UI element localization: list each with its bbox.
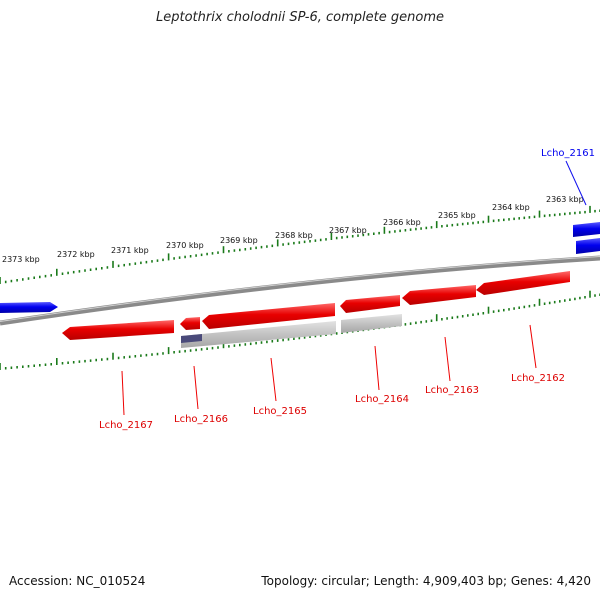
gene-lcho-2164[interactable] — [340, 295, 400, 313]
scale-label: 2370 kbp — [166, 241, 204, 250]
gene-label[interactable]: Lcho_2162 — [511, 373, 565, 384]
scale-label: 2366 kbp — [383, 218, 421, 227]
kbp-ruler-outer — [0, 205, 600, 284]
scale-label: 2365 kbp — [438, 211, 476, 220]
gene-lcho-2165[interactable] — [202, 303, 335, 329]
scale-label: 2364 kbp — [492, 203, 530, 212]
scale-label: 2363 kbp — [546, 195, 584, 204]
label-leader — [193, 365, 199, 410]
scale-label: 2367 kbp — [329, 226, 367, 235]
genome-summary-text: Topology: circular; Length: 4,909,403 bp… — [261, 574, 591, 588]
gene-label[interactable]: Lcho_2166 — [174, 414, 228, 425]
genome-backbone-highlight — [0, 256, 600, 322]
map-title: Leptothrix cholodnii SP-6, complete geno… — [156, 10, 444, 25]
kbp-ruler-inner — [0, 290, 600, 370]
label-leader — [270, 357, 277, 402]
scale-label: 2368 kbp — [275, 231, 313, 240]
scale-label: 2373 kbp — [2, 255, 40, 264]
scale-label: 2369 kbp — [220, 236, 258, 245]
scale-label: 2372 kbp — [57, 250, 95, 259]
gene-lcho-2161[interactable] — [573, 222, 600, 237]
gene-arrow-forward[interactable] — [576, 238, 600, 254]
product-bar[interactable] — [341, 314, 402, 333]
product-bar[interactable] — [181, 321, 336, 348]
gene-label[interactable]: Lcho_2167 — [99, 420, 153, 431]
gene-label[interactable]: Lcho_2161 — [541, 148, 595, 159]
accession-text: Accession: NC_010524 — [9, 574, 146, 588]
scale-label: 2371 kbp — [111, 246, 149, 255]
genome-backbone — [0, 255, 600, 326]
product-bar-marker — [181, 334, 202, 343]
gene-lcho-2167[interactable] — [62, 320, 174, 340]
gene-lcho-2166[interactable] — [180, 317, 200, 330]
label-leader — [121, 370, 125, 416]
gene-label[interactable]: Lcho_2164 — [355, 394, 409, 405]
gene-lcho-2163[interactable] — [402, 285, 476, 305]
label-leader — [444, 336, 451, 382]
label-leader — [529, 324, 537, 369]
gene-arrow-forward[interactable] — [0, 302, 58, 313]
gene-label[interactable]: Lcho_2165 — [253, 406, 307, 417]
gene-label[interactable]: Lcho_2163 — [425, 385, 479, 396]
label-leader — [565, 160, 587, 206]
label-leader — [374, 345, 380, 391]
gene-lcho-2162[interactable] — [476, 271, 570, 295]
